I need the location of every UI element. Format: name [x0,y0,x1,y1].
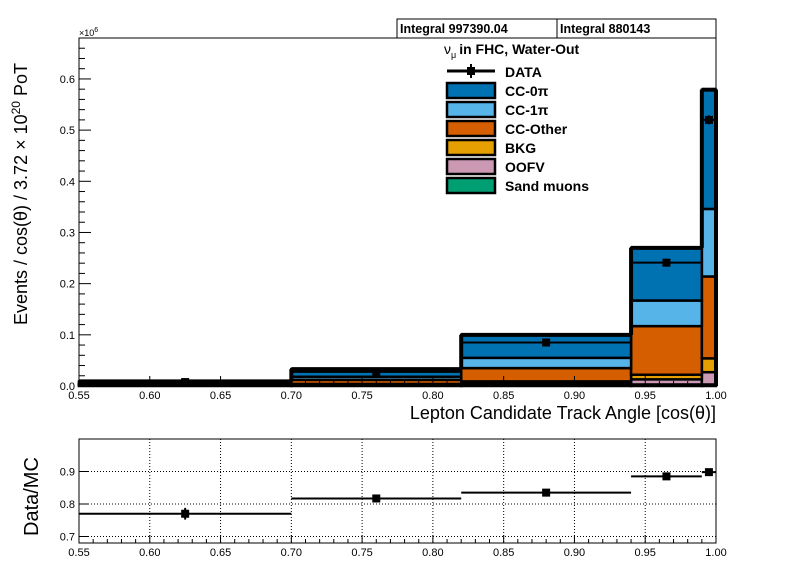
main-plot-area [79,38,716,386]
main-xtick-label-5: 0.80 [422,390,443,402]
main-ytick-label-0: 0.0 [60,381,75,393]
stats-box-1-text: Integral 997390.04 [400,22,508,36]
legend-label-5: Sand muons [505,178,589,194]
data-point-4 [704,115,713,124]
bar-cc-other-2 [459,366,633,383]
main-xtick-label-9: 1.00 [705,390,726,402]
main-xtick-label-1: 0.60 [139,390,160,402]
main-x-axis-label: Lepton Candidate Track Angle [cos(θ)] [410,403,716,423]
ratio-xtick-label-5: 0.80 [422,547,443,559]
legend-swatch-0 [445,81,497,100]
bar-cc-0--4 [700,88,718,211]
legend-swatch-5 [445,176,497,195]
main-y-axis-label: Events / cos(θ) / 3.72 × 1020 PoT [9,63,31,325]
legend-entry-cc-other: CC-Other [445,119,568,138]
data-point-0 [181,378,190,387]
legend-entry-bkg: BKG [445,138,536,157]
legend-title: νμ in FHC, Water-Out [444,41,580,60]
ratio-x-axis: 0.55 0.60 0.65 0.70 0.75 0.80 0.85 0.90 0.95 1.00 [68,535,727,559]
legend-label-1: CC-1π [505,102,549,118]
main-ytick-label-2: 0.2 [60,279,75,291]
bar-bkg-4 [700,357,718,374]
bar-cc-0--3 [629,246,704,302]
stats-box-2 [556,18,717,39]
legend-entry-sand-muons: Sand muons [445,176,589,195]
legend-entry-data: DATA [447,64,542,80]
main-ytick-label-1: 0.1 [60,330,75,342]
ratio-point-4 [704,468,713,477]
ratio-y-axis: 0.7 0.8 0.9 [60,467,89,544]
main-xtick-label-6: 0.85 [493,390,514,402]
ratio-xtick-label-9: 1.00 [705,547,726,559]
legend-label-2: CC-Other [505,121,568,137]
ratio-ytick-label-2: 0.9 [60,467,75,479]
legend-title-text: in FHC, Water-Out [459,41,579,57]
data-point-2 [542,338,551,347]
bar-oofv-4 [700,370,718,386]
bar-cc-other-3 [629,324,704,376]
legend-entry-cc-0-: CC-0π [445,81,549,100]
data-point-3 [662,258,671,267]
legend-data-marker [467,67,475,75]
main-xtick-label-0: 0.55 [68,390,89,402]
ratio-xtick-label-8: 0.95 [635,547,656,559]
legend-label-4: OOFV [505,159,545,175]
ratio-ytick-label-0: 0.7 [60,532,75,544]
main-xtick-label-2: 0.65 [210,390,231,402]
main-ytick-label-4: 0.4 [60,176,75,188]
legend-swatch-2 [445,119,497,138]
ratio-xtick-label-0: 0.55 [68,547,89,559]
ratio-point-2 [542,488,551,497]
main-xtick-label-7: 0.90 [564,390,585,402]
ratio-point-3 [662,472,671,481]
main-ytick-label-5: 0.5 [60,125,75,137]
bar-cc-1--3 [629,299,704,328]
legend-data-label: DATA [505,64,542,80]
legend-label-0: CC-0π [505,83,549,99]
ratio-xtick-label-4: 0.75 [351,547,372,559]
main-ytick-label-6: 0.6 [60,74,75,86]
legend-swatch-4 [445,157,497,176]
bar-cc-1--4 [700,207,718,278]
main-xtick-label-4: 0.75 [351,390,372,402]
ratio-point-0 [181,509,190,518]
main-y-axis: 0.0 0.1 0.2 0.3 0.4 0.5 0.6 [60,37,91,393]
y-exponent-label: ×106 [79,27,98,38]
data-point-1 [372,367,381,376]
main-xtick-label-8: 0.95 [635,390,656,402]
legend-entry-cc-1-: CC-1π [445,100,549,119]
main-data-points [79,115,716,387]
ratio-point-1 [372,494,381,503]
main-x-axis: 0.55 0.60 0.65 0.70 0.75 0.80 0.85 0.90 0.95 1.00 [68,376,727,402]
stats-box-2-text: Integral 880143 [560,22,650,36]
legend-label-3: BKG [505,140,536,156]
ratio-ytick-label-1: 0.8 [60,499,75,511]
main-ytick-label-3: 0.3 [60,227,75,239]
ratio-plot-frame [78,438,717,544]
ratio-xtick-label-7: 0.90 [564,547,585,559]
ratio-xtick-label-3: 0.70 [281,547,302,559]
main-xtick-label-3: 0.70 [281,390,302,402]
legend-title-mu: μ [451,50,456,60]
ratio-xtick-label-1: 0.60 [139,547,160,559]
ratio-grid [79,439,716,543]
legend-title-nu: ν [444,41,451,57]
legend-swatch-1 [445,100,497,119]
bar-cc-1--2 [459,356,633,370]
ratio-xtick-label-2: 0.65 [210,547,231,559]
ratio-plot-area [79,439,716,543]
ratio-xtick-label-6: 0.85 [493,547,514,559]
legend: νμ in FHC, Water-Out DATA CC-0π CC-1π CC-Oth… [444,41,589,195]
ratio-y-axis-label: Data/MC [21,457,43,536]
legend-entry-oofv: OOFV [445,157,545,176]
ratio-data-points [79,468,716,520]
legend-swatch-3 [445,138,497,157]
bar-cc-other-4 [700,275,718,360]
